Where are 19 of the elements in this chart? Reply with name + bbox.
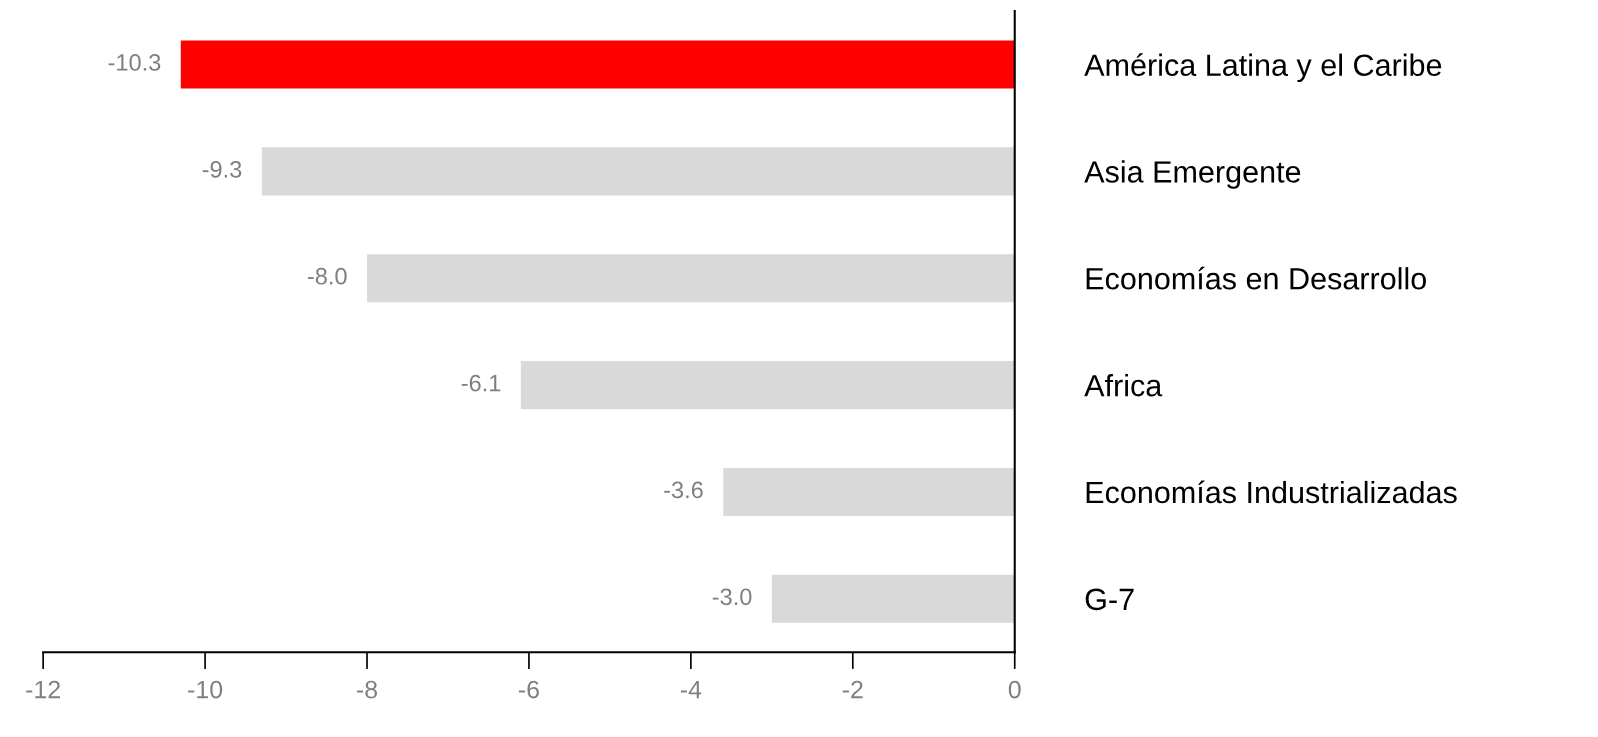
y-tick-label: Economías Industrializadas — [1086, 480, 1457, 504]
data-label: -6.1 — [461, 374, 501, 392]
y-tick-label: Economías en Desarrollo — [1086, 266, 1426, 290]
data-label: -3.6 — [664, 481, 703, 499]
x-tick-label: 0 — [1008, 680, 1021, 699]
data-label: -8.0 — [307, 267, 347, 285]
x-tick-label: -12 — [26, 680, 60, 699]
y-tick-label: Africa — [1084, 374, 1163, 397]
data-label: -9.3 — [202, 160, 242, 178]
y-tick-label: América Latina y el Caribe — [1084, 53, 1442, 83]
x-tick-label: -4 — [680, 680, 702, 699]
x-tick-label: -2 — [842, 680, 863, 699]
x-tick-label: -6 — [518, 680, 539, 699]
data-label: -3.0 — [712, 588, 752, 606]
y-tick-label: G-7 — [1085, 588, 1134, 611]
x-tick-label: -8 — [357, 680, 378, 699]
data-label: -10.3 — [108, 54, 161, 71]
x-tick-label: -10 — [188, 680, 223, 699]
y-tick-label: Asia Emergente — [1084, 160, 1301, 189]
